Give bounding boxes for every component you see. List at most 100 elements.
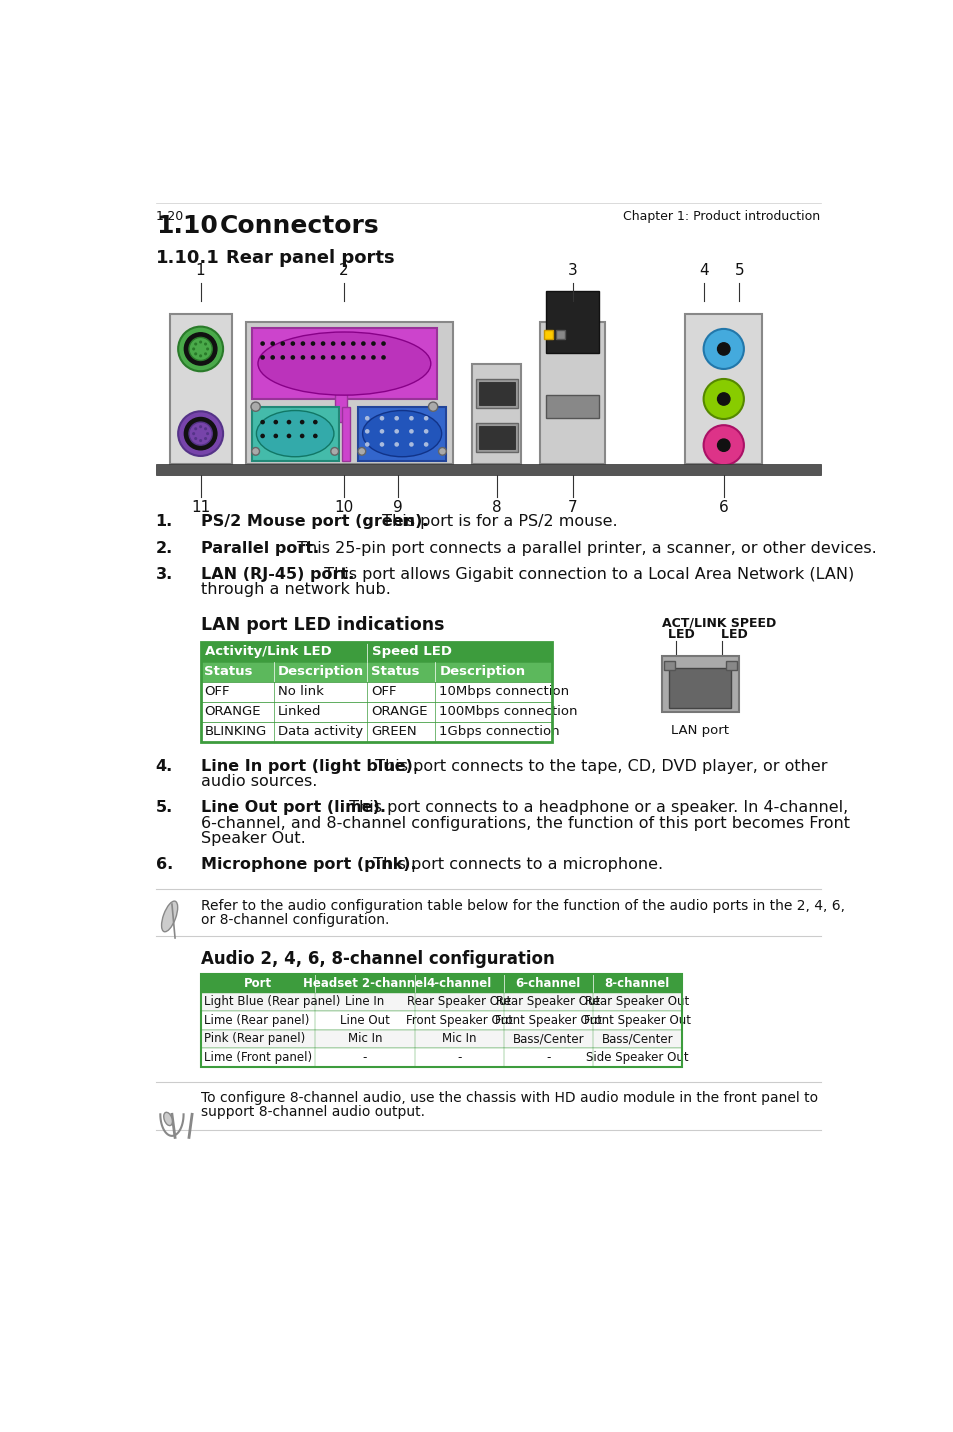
Circle shape	[274, 434, 278, 438]
Circle shape	[280, 341, 285, 347]
Text: No link: No link	[278, 684, 324, 697]
Bar	[200, 642, 551, 742]
Bar	[200, 662, 551, 682]
Text: This port allows Gigabit connection to a Local Area Network (LAN): This port allows Gigabit connection to a…	[319, 567, 854, 581]
Text: Front Speaker Out: Front Speaker Out	[495, 1014, 601, 1027]
Bar	[170, 314, 232, 464]
Circle shape	[194, 427, 197, 430]
Circle shape	[351, 341, 355, 347]
Circle shape	[311, 355, 315, 359]
Text: This port connects to a headphone or a speaker. In 4-channel,: This port connects to a headphone or a s…	[344, 800, 847, 815]
Circle shape	[331, 355, 335, 359]
Circle shape	[394, 442, 398, 447]
Circle shape	[251, 402, 260, 411]
Circle shape	[260, 355, 265, 359]
Bar	[478, 425, 514, 450]
Ellipse shape	[362, 411, 441, 457]
Text: Linked: Linked	[278, 705, 321, 717]
Bar	[555, 329, 564, 339]
Text: Description: Description	[278, 664, 364, 679]
Circle shape	[360, 341, 365, 347]
Text: Audio 2, 4, 6, 8-channel configuration: Audio 2, 4, 6, 8-channel configuration	[200, 949, 554, 968]
Circle shape	[300, 355, 305, 359]
Circle shape	[409, 442, 414, 447]
Circle shape	[409, 415, 414, 421]
Text: Lime (Rear panel): Lime (Rear panel)	[204, 1014, 310, 1027]
Circle shape	[260, 341, 265, 347]
Text: Front Speaker Out: Front Speaker Out	[405, 1014, 512, 1027]
Circle shape	[260, 420, 265, 424]
Text: LAN port LED indications: LAN port LED indications	[200, 616, 444, 634]
Circle shape	[194, 437, 197, 440]
Text: 8: 8	[492, 500, 501, 516]
Text: 8-channel: 8-channel	[604, 977, 669, 990]
Text: Parallel port.: Parallel port.	[200, 541, 318, 556]
Text: This port is for a PS/2 mouse.: This port is for a PS/2 mouse.	[376, 514, 617, 530]
Text: Headset 2-channel: Headset 2-channel	[302, 977, 427, 990]
Circle shape	[192, 348, 195, 351]
Text: 5: 5	[734, 263, 743, 278]
Circle shape	[178, 326, 223, 371]
Text: -: -	[362, 1051, 367, 1064]
Text: 6: 6	[719, 500, 728, 516]
Bar	[725, 660, 736, 670]
Bar	[546, 291, 598, 352]
Text: Bass/Center: Bass/Center	[601, 1032, 673, 1045]
Bar	[200, 974, 681, 1067]
Text: This port connects to a microphone.: This port connects to a microphone.	[367, 858, 662, 872]
Text: Line In port (light blue).: Line In port (light blue).	[200, 759, 418, 773]
Ellipse shape	[161, 901, 177, 932]
Text: Line Out: Line Out	[339, 1014, 390, 1027]
Text: 10: 10	[334, 500, 354, 516]
Bar	[200, 702, 551, 722]
Circle shape	[199, 341, 202, 344]
Text: Line In: Line In	[345, 995, 384, 1008]
Text: 1.10.1: 1.10.1	[155, 249, 219, 266]
Circle shape	[260, 434, 265, 438]
Circle shape	[409, 430, 414, 434]
Text: Rear Speaker Out: Rear Speaker Out	[407, 995, 511, 1008]
Circle shape	[438, 447, 446, 455]
Text: This 25-pin port connects a parallel printer, a scanner, or other devices.: This 25-pin port connects a parallel pri…	[292, 541, 876, 556]
Text: Rear Speaker Out: Rear Speaker Out	[496, 995, 599, 1008]
Bar	[669, 667, 731, 707]
Circle shape	[274, 420, 278, 424]
Text: OFF: OFF	[204, 684, 230, 697]
Text: LED      LED: LED LED	[667, 629, 747, 642]
Circle shape	[379, 430, 384, 434]
Text: 10Mbps connection: 10Mbps connection	[439, 684, 569, 697]
Circle shape	[184, 418, 216, 450]
Text: 4: 4	[699, 263, 708, 278]
Text: Description: Description	[439, 664, 525, 679]
Text: LAN (RJ-45) port.: LAN (RJ-45) port.	[200, 567, 354, 581]
Bar	[539, 322, 604, 464]
Text: Chapter 1: Product introduction: Chapter 1: Product introduction	[623, 211, 820, 223]
Circle shape	[360, 355, 365, 359]
Circle shape	[189, 338, 212, 361]
Text: GREEN: GREEN	[371, 725, 416, 737]
Text: Side Speaker Out: Side Speaker Out	[585, 1051, 688, 1064]
Text: 3: 3	[567, 263, 577, 278]
Circle shape	[184, 332, 216, 365]
Bar	[476, 422, 517, 453]
Text: Status: Status	[204, 664, 253, 679]
Circle shape	[199, 425, 202, 428]
Circle shape	[379, 415, 384, 421]
Circle shape	[717, 440, 729, 451]
Circle shape	[252, 447, 259, 455]
Circle shape	[394, 430, 398, 434]
Text: ORANGE: ORANGE	[204, 705, 261, 717]
Text: Light Blue (Rear panel): Light Blue (Rear panel)	[204, 995, 340, 1008]
Text: Data activity: Data activity	[278, 725, 363, 737]
Text: Microphone port (pink).: Microphone port (pink).	[200, 858, 416, 872]
Text: 1: 1	[195, 263, 205, 278]
Circle shape	[199, 440, 202, 442]
Circle shape	[371, 341, 375, 347]
Text: 3.: 3.	[155, 567, 172, 581]
Circle shape	[703, 329, 743, 369]
Circle shape	[313, 420, 317, 424]
Text: 6-channel: 6-channel	[515, 977, 580, 990]
Ellipse shape	[164, 1113, 172, 1126]
Text: -: -	[456, 1051, 461, 1064]
Circle shape	[320, 355, 325, 359]
